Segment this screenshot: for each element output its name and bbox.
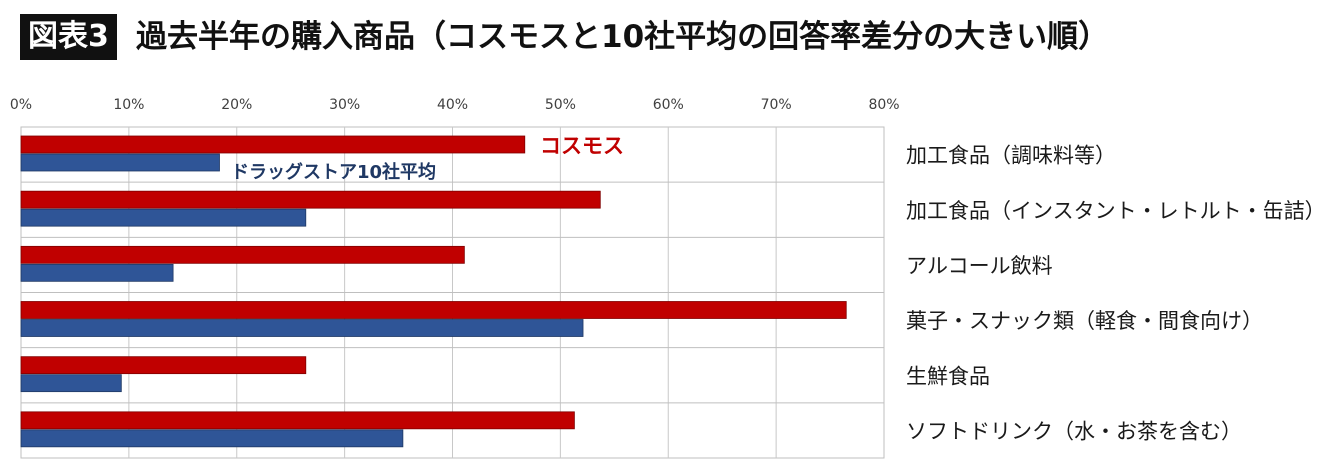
x-tick-label: 30% [329,97,360,113]
category-label: 生鮮食品 [906,364,990,388]
x-tick-label: 40% [437,97,468,113]
bar-cosmos [20,301,847,319]
bar-cosmos [20,245,465,264]
category-label: 菓子・スナック類（軽食・間食向け） [906,309,1263,333]
bar-cosmos [20,356,307,375]
bar-average [20,319,584,337]
category-label: 加工食品（インスタント・レトルト・缶詰） [906,199,1326,223]
x-tick-label: 0% [10,97,32,113]
category-label: ソフトドリンク（水・お茶を含む） [906,419,1242,443]
title-badge: 図表3 [20,14,117,60]
bar-average [20,263,174,282]
legend-average: ドラッグストア10社平均 [231,161,436,183]
bar-cosmos [20,190,601,209]
x-tick-label: 20% [221,97,252,113]
x-tick-label: 80% [868,97,899,113]
x-tick-label: 60% [653,97,684,113]
bar-average [20,153,220,172]
x-tick-label: 70% [761,97,792,113]
bar-average [20,429,404,448]
x-tick-label: 50% [545,97,576,113]
bar-cosmos [20,411,575,430]
bar-average [20,208,307,227]
legend-cosmos: コスモス [540,134,624,158]
bar-cosmos [20,135,526,154]
bar-average [20,374,122,393]
category-label: アルコール飲料 [906,254,1053,278]
category-label: 加工食品（調味料等） [906,144,1116,168]
x-tick-label: 10% [113,97,144,113]
chart-title: 過去半年の購入商品（コスモスと10社平均の回答率差分の大きい順） [136,19,1110,55]
